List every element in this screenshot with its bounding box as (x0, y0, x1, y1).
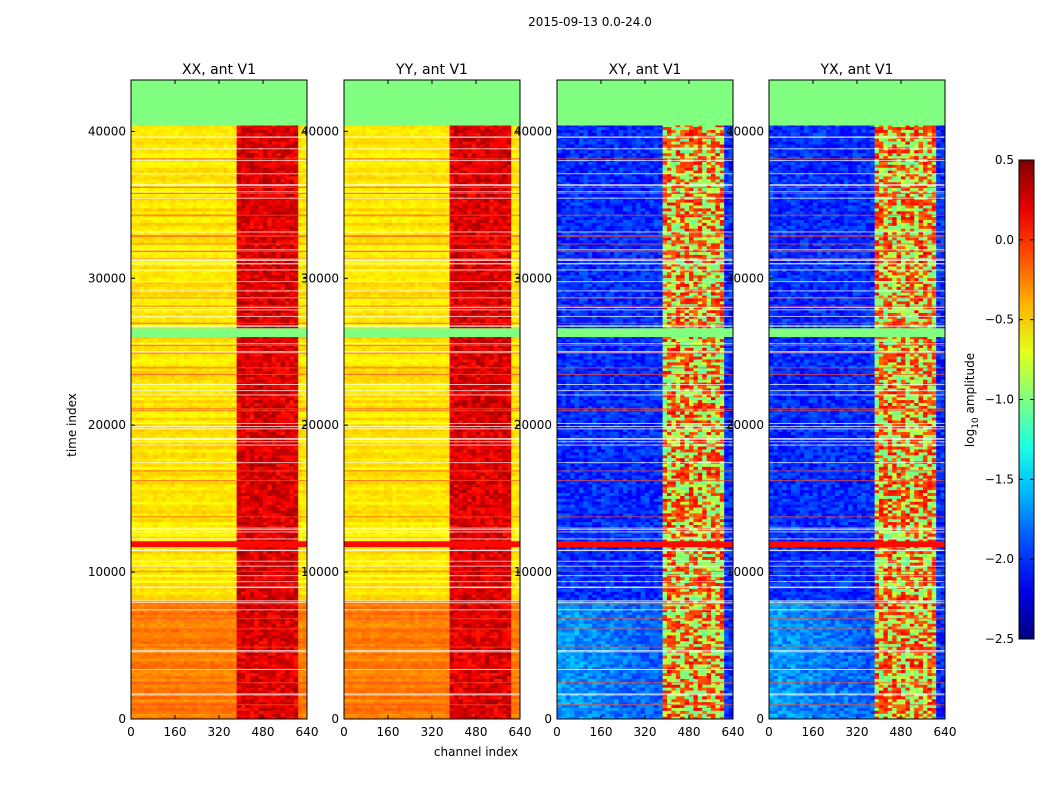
x-tick-label: 640 (296, 725, 319, 739)
x-axis-label: channel index (434, 745, 518, 759)
y-tick-label: 0 (544, 712, 552, 726)
x-tick-label: 480 (890, 725, 913, 739)
y-tick-label: 40000 (514, 124, 552, 138)
panel-4: YX, ant V1 0 160 320 480 640 0 10000 20000 30000 4… (726, 62, 957, 739)
x-tick-label: 640 (509, 725, 532, 739)
x-tick-label: 480 (465, 725, 488, 739)
heatmap-2 (344, 80, 520, 719)
colorbar-tick-label: 0.0 (995, 233, 1014, 247)
colorbar: 0.5 0.0 −0.5 −1.0 −1.5 −2.0 −2.5 log10 amplitud… (963, 153, 1035, 646)
figure-title: 2015-09-13 0.0-24.0 (528, 15, 652, 29)
y-tick-label: 40000 (88, 124, 126, 138)
y-tick-label: 0 (331, 712, 339, 726)
x-tick-label: 160 (377, 725, 400, 739)
panel-2: YY, ant V1 0 160 320 480 640 0 10000 20000 30000 4… (301, 62, 532, 739)
colorbar-label: log10 amplitude (963, 353, 981, 447)
y-tick-label: 20000 (301, 418, 339, 432)
y-tick-label: 10000 (301, 565, 339, 579)
x-tick-label: 160 (164, 725, 187, 739)
y-tick-label: 20000 (726, 418, 764, 432)
x-tick-label: 480 (678, 725, 701, 739)
x-tick-label: 0 (765, 725, 773, 739)
panels-group: XX, ant V1 0 160 320 480 640 0 10000 20000 30000 4… (88, 62, 957, 739)
x-tick-label: 640 (722, 725, 745, 739)
y-tick-label: 10000 (514, 565, 552, 579)
colorbar-tick-label: −1.5 (985, 472, 1014, 486)
x-tick-label: 320 (846, 725, 869, 739)
colorbar-tick-label: 0.5 (995, 153, 1014, 167)
y-tick-label: 40000 (301, 124, 339, 138)
heatmap-3 (557, 80, 733, 719)
y-tick-label: 20000 (88, 418, 126, 432)
x-tick-label: 640 (934, 725, 957, 739)
y-tick-label: 0 (118, 712, 126, 726)
y-tick-label: 10000 (726, 565, 764, 579)
y-tick-label: 40000 (726, 124, 764, 138)
x-tick-label: 480 (252, 725, 275, 739)
colorbar-tick-label: −2.0 (985, 552, 1014, 566)
heatmap-1 (131, 80, 307, 719)
x-tick-label: 0 (340, 725, 348, 739)
panel-3: XY, ant V1 0 160 320 480 640 0 10000 20000 30000 4… (514, 62, 745, 739)
panel-1: XX, ant V1 0 160 320 480 640 0 10000 20000 30000 4… (88, 62, 319, 739)
x-tick-label: 160 (590, 725, 613, 739)
y-tick-label: 30000 (726, 271, 764, 285)
y-tick-label: 30000 (514, 271, 552, 285)
panel-title: YY, ant V1 (395, 62, 468, 78)
panel-title: XX, ant V1 (182, 62, 256, 78)
heatmap-4 (769, 80, 945, 719)
y-tick-label: 30000 (301, 271, 339, 285)
y-tick-label: 0 (756, 712, 764, 726)
x-tick-label: 320 (208, 725, 231, 739)
y-tick-label: 20000 (514, 418, 552, 432)
x-tick-label: 320 (634, 725, 657, 739)
y-tick-label: 30000 (88, 271, 126, 285)
colorbar-tick-label: −0.5 (985, 313, 1014, 327)
x-tick-label: 160 (802, 725, 825, 739)
x-tick-label: 0 (553, 725, 561, 739)
panel-title: XY, ant V1 (609, 62, 682, 78)
colorbar-tick-label: −1.0 (985, 393, 1014, 407)
x-tick-label: 0 (127, 725, 135, 739)
y-axis-label: time index (65, 393, 79, 457)
y-tick-label: 10000 (88, 565, 126, 579)
x-tick-label: 320 (421, 725, 444, 739)
panel-title: YX, ant V1 (820, 62, 894, 78)
colorbar-tick-label: −2.5 (985, 632, 1014, 646)
